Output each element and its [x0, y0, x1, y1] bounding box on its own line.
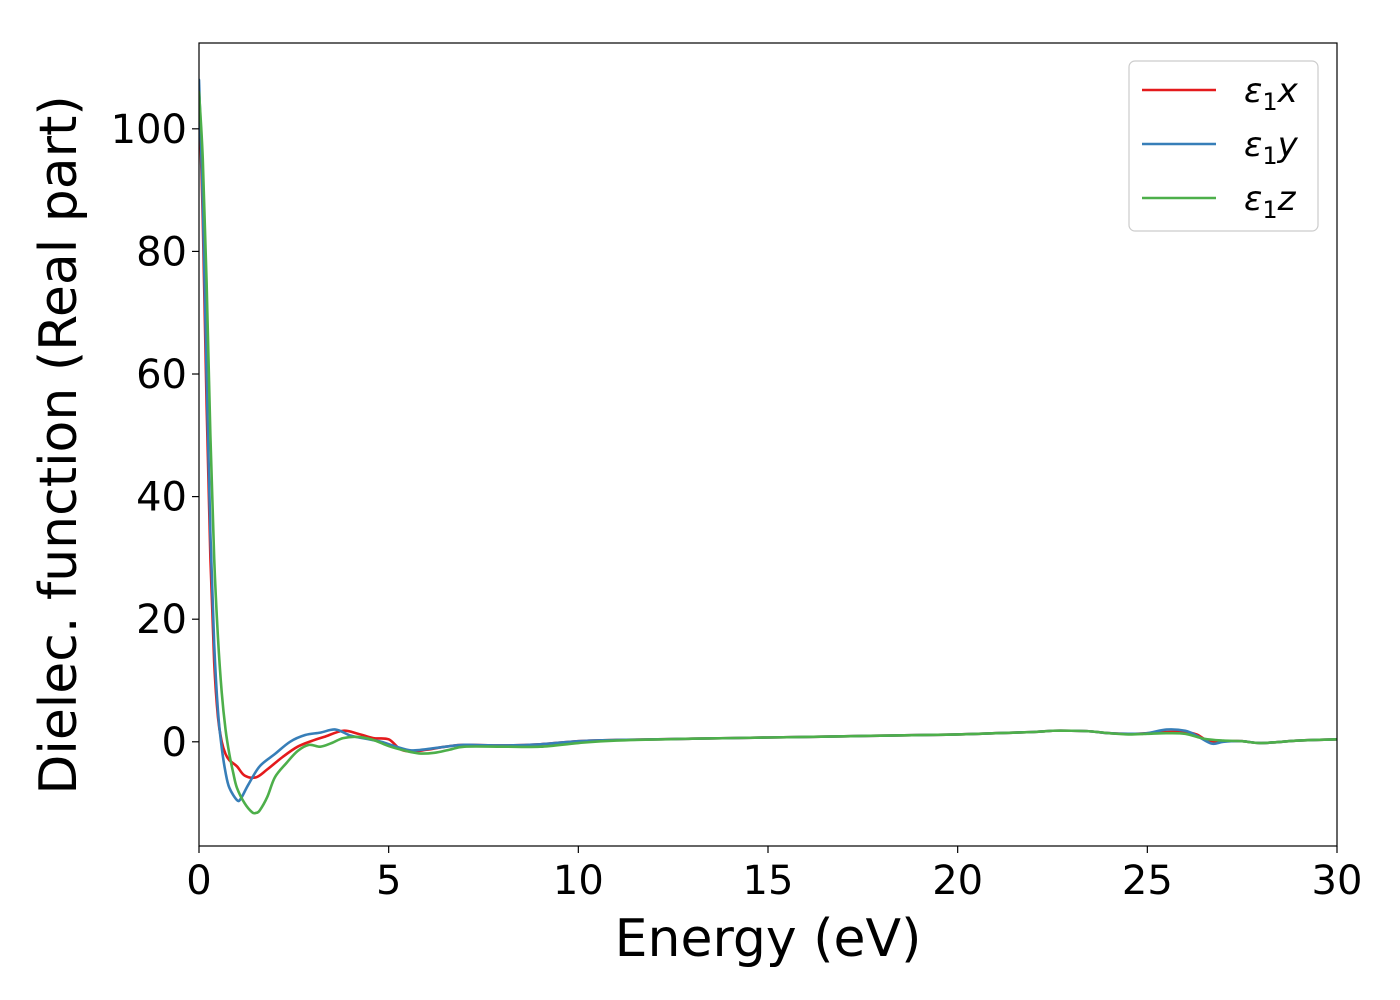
x-tick-label: 25 [1122, 858, 1173, 904]
x-tick-label: 0 [186, 858, 211, 904]
y-tick-label: 80 [136, 229, 187, 275]
x-axis: 0 5 10 15 20 25 30 [186, 846, 1362, 904]
y-axis: 0 20 40 60 80 100 [111, 107, 199, 766]
legend: ε1x ε1y ε1z [1128, 60, 1319, 232]
legend-box [1128, 60, 1319, 232]
y-tick-label: 0 [162, 720, 187, 766]
legend-label-x: ε1x [1244, 71, 1299, 116]
legend-label-z: ε1z [1244, 179, 1297, 224]
x-tick-label: 20 [932, 858, 983, 904]
x-axis-title: Energy (eV) [615, 909, 922, 969]
x-tick-label: 5 [376, 858, 401, 904]
x-tick-label: 30 [1312, 858, 1363, 904]
x-tick-label: 15 [743, 858, 794, 904]
y-tick-label: 100 [111, 107, 187, 153]
series-layer [199, 78, 1337, 815]
x-tick-label: 10 [553, 858, 604, 904]
y-axis-title: Dielec. function (Real part) [29, 95, 89, 794]
legend-label-y: ε1y [1244, 125, 1299, 170]
y-tick-label: 40 [136, 475, 187, 521]
series-line-z [199, 90, 1337, 815]
y-tick-label: 20 [136, 597, 187, 643]
y-tick-label: 60 [136, 352, 187, 398]
